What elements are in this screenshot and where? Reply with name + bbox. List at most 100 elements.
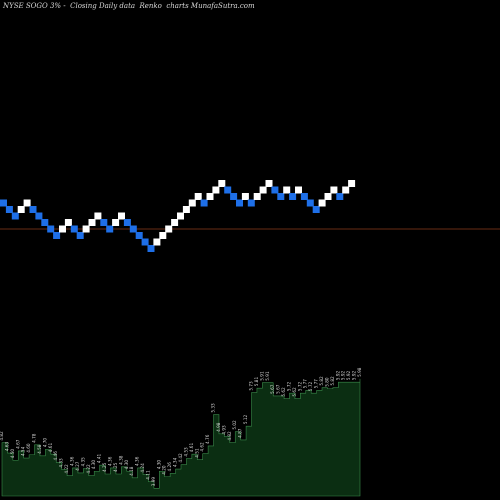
- price-label: 4.22: [86, 464, 91, 474]
- renko-brick-down: [141, 238, 149, 246]
- price-label: 4.42: [178, 453, 183, 463]
- price-label: 4.93: [221, 425, 226, 435]
- renko-brick-down: [230, 193, 238, 200]
- renko-brick-up: [324, 193, 332, 200]
- renko-brick-up: [212, 186, 220, 194]
- price-label: 4.26: [167, 462, 172, 472]
- renko-brick-down: [336, 193, 344, 200]
- price-label: 5.67: [270, 384, 275, 394]
- renko-brick-up: [165, 225, 173, 233]
- price-label: 4.35: [80, 457, 85, 467]
- price-label: 4.51: [194, 448, 199, 458]
- price-label: 4.24: [140, 463, 145, 473]
- price-label: 5.72: [286, 381, 291, 391]
- price-label: 4.30: [156, 460, 161, 470]
- renko-brick-up: [188, 199, 196, 207]
- renko-brick-down: [106, 225, 114, 233]
- price-label: 5.72: [308, 381, 313, 391]
- renko-brick-down: [41, 219, 49, 226]
- price-label: 5.82: [330, 376, 335, 386]
- price-label: 4.82: [0, 431, 4, 441]
- renko-brick-down: [200, 199, 208, 207]
- renko-brick-up: [112, 219, 120, 226]
- price-label: 4.50: [10, 449, 15, 459]
- renko-brick-up: [265, 180, 273, 187]
- price-label: 4.70: [42, 438, 47, 448]
- renko-brick-up: [118, 212, 125, 220]
- renko-brick-up: [218, 180, 226, 187]
- renko-brick-down: [129, 225, 137, 233]
- price-label: 5.62: [292, 387, 297, 397]
- price-label: 4.76: [205, 434, 210, 444]
- price-label: 4.34: [173, 457, 178, 467]
- price-label: 5.92: [346, 370, 351, 380]
- price-label: 5.98: [357, 367, 362, 377]
- price-label: 4.18: [129, 466, 134, 476]
- price-label: 4.36: [107, 456, 112, 466]
- renko-brick-up: [171, 219, 179, 226]
- price-label: 4.78: [32, 433, 37, 443]
- renko-brick-up: [182, 206, 190, 213]
- price-label: 4.36: [135, 456, 140, 466]
- price-label: 5.02: [232, 420, 237, 430]
- price-label: 4.20: [162, 465, 167, 475]
- renko-brick-down: [312, 206, 320, 213]
- price-label: 4.25: [113, 462, 118, 472]
- price-label: 4.98: [216, 422, 221, 432]
- price-label: 5.33: [211, 403, 216, 413]
- renko-brick-up: [64, 219, 72, 226]
- renko-brick-up: [177, 212, 184, 220]
- renko-brick-up: [17, 206, 25, 213]
- price-label: 5.77: [303, 379, 308, 389]
- price-label: 4.22: [64, 464, 69, 474]
- price-label: 4.38: [118, 455, 123, 465]
- renko-brick-down: [76, 232, 84, 239]
- renko-brick-up: [23, 199, 31, 207]
- price-label: 4.61: [48, 443, 53, 453]
- price-area: [1, 378, 361, 497]
- price-label: 3.99: [151, 477, 156, 487]
- price-label: 4.82: [227, 431, 232, 441]
- renko-brick-down: [47, 225, 55, 233]
- price-label: 5.92: [341, 370, 346, 380]
- renko-brick-down: [35, 212, 43, 220]
- price-label: 5.80: [324, 377, 329, 387]
- price-label: 4.58: [37, 444, 42, 454]
- price-label: 5.12: [243, 414, 248, 424]
- renko-brick-down: [53, 232, 61, 239]
- price-label: 4.87: [238, 428, 243, 438]
- renko-brick-down: [224, 186, 232, 194]
- renko-brick-down: [289, 193, 297, 200]
- price-label: 4.62: [200, 442, 205, 452]
- price-label: 4.30: [91, 460, 96, 470]
- price-label: 4.53: [183, 447, 188, 457]
- price-label: 4.27: [75, 461, 80, 471]
- renko-brick-up: [206, 193, 214, 200]
- price-label: 5.92: [352, 370, 357, 380]
- price-label: 5.73: [249, 381, 254, 391]
- renko-brick-up: [283, 186, 291, 194]
- price-label: 5.92: [335, 370, 340, 380]
- price-label: 4.41: [97, 454, 102, 464]
- renko-brick-up: [59, 225, 66, 233]
- renko-brick-down: [0, 199, 7, 207]
- renko-brick-up: [194, 193, 202, 200]
- price-label: 4.11: [145, 470, 150, 480]
- renko-brick-down: [100, 219, 108, 226]
- renko-brick-up: [259, 186, 267, 194]
- renko-brick-down: [11, 212, 19, 220]
- renko-brick-up: [82, 225, 90, 233]
- renko-brick-down: [70, 225, 78, 233]
- price-label: 5.67: [276, 384, 281, 394]
- price-label: 4.25: [102, 462, 107, 472]
- renko-brick-down: [236, 199, 243, 207]
- renko-brick-up: [295, 186, 302, 194]
- price-label: 5.81: [254, 377, 259, 387]
- renko-brick-down: [123, 219, 131, 226]
- renko-brick-up: [88, 219, 96, 226]
- renko-brick-up: [342, 186, 350, 194]
- price-label: 5.91: [259, 371, 264, 381]
- renko-brick-down: [5, 206, 13, 213]
- renko-brick-down: [277, 193, 285, 200]
